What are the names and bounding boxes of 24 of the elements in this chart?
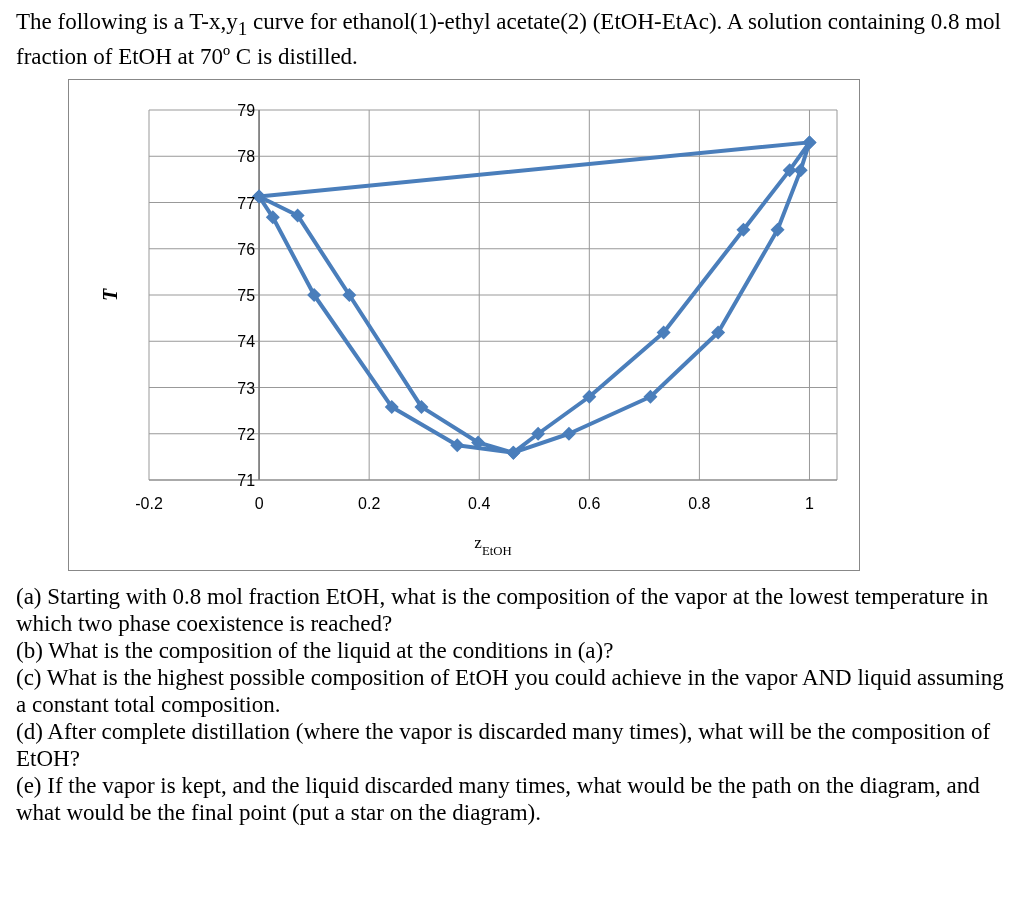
- y-tick-label: 76: [237, 240, 256, 258]
- text: (e) If the vapor is kept, and the liquid discarded many times, what would be the path on the diagram, and what would be the final point (put a star on the diagram).: [16, 771, 981, 826]
- y-tick-label: 75: [237, 286, 256, 304]
- x-tick-label: 0: [254, 494, 264, 512]
- y-tick-label: 72: [237, 425, 256, 443]
- x-tick-label: 1: [805, 494, 815, 512]
- x-tick-label: 0.2: [358, 494, 381, 512]
- text: (b) What is the composition of the liquid at the conditions in (a)?: [16, 636, 615, 664]
- text: (a) Starting with 0.8 mol fraction EtOH, what is the composition of the vapor at the lowest temperature in which two phase coexistence is reached?: [16, 582, 990, 637]
- y-tick-label: 77: [237, 194, 256, 212]
- x-axis-title: z$_{EtOH}$: [474, 532, 512, 558]
- text: (d) After complete distillation (where the vapor is discarded many times), what will be the composition of EtOH?: [16, 717, 992, 772]
- x-tick-label: 0.4: [468, 494, 491, 512]
- y-tick-label: 74: [237, 332, 256, 350]
- y-tick-label: 71: [237, 471, 256, 489]
- y-tick-label: 78: [237, 147, 256, 165]
- text: (c) What is the highest possible composition of EtOH you could achieve in the vapor AND liquid assuming a constant total composition.: [16, 663, 1005, 718]
- x-tick-label: 0.8: [688, 494, 711, 512]
- y-axis-title: T: [99, 287, 121, 301]
- chart-title: The following is a T-x,y$_{1}$ curve for ethanol(1)-ethyl acetate(2) (EtOH-EtAc). A solution containing 0.8 mol fraction of EtOH at 70º C is distilled.: [16, 8, 1002, 71]
- x-tick-label: -0.2: [135, 494, 163, 512]
- x-tick-label: 0.6: [578, 494, 601, 512]
- y-tick-label: 73: [237, 379, 256, 397]
- y-tick-label: 79: [237, 101, 256, 119]
